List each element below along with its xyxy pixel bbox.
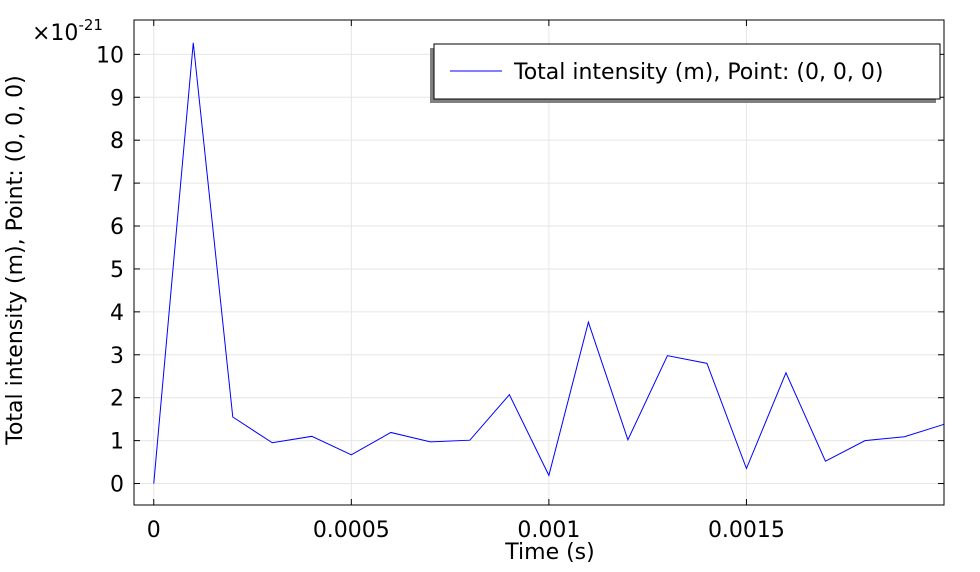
y-tick-label: 1 (110, 430, 124, 455)
x-axis-title: Time (s) (504, 540, 594, 565)
data-point (548, 475, 549, 476)
data-point (825, 461, 826, 462)
y-tick-label: 8 (110, 129, 124, 154)
data-point (746, 468, 747, 469)
x-tick-label: 0.001 (517, 518, 580, 543)
data-point (430, 441, 431, 442)
data-point (272, 442, 273, 443)
y-tick-label: 2 (110, 387, 124, 412)
y-axis-title: Total intensity (m), Point: (0, 0, 0) (3, 75, 28, 446)
data-point (153, 483, 154, 484)
y-multiplier: ×10-21 (32, 16, 103, 46)
axis-ticks: 0 0.0005 0.001 0.0015 0 1 2 3 4 5 6 7 8 9 10 (96, 20, 944, 543)
data-layer (153, 42, 945, 484)
y-tick-label: 4 (110, 301, 124, 326)
data-point (509, 394, 510, 395)
legend-box (433, 43, 941, 100)
x-tick-label: 0.0005 (313, 518, 390, 543)
data-point (469, 440, 470, 441)
y-tick-label: 7 (110, 172, 124, 197)
y-multiplier-exponent: -21 (78, 16, 103, 34)
x-tick-label: 0.0015 (708, 518, 785, 543)
legend: Total intensity (m), Point: (0, 0, 0) (430, 43, 941, 103)
y-tick-label: 6 (110, 215, 124, 240)
series-line (153, 42, 945, 484)
data-point (785, 372, 786, 373)
data-point (351, 454, 352, 455)
data-point (706, 363, 707, 364)
y-multiplier-base: ×10 (32, 21, 78, 46)
y-tick-label: 3 (110, 344, 124, 369)
data-point (232, 416, 233, 417)
data-point (904, 436, 905, 437)
y-tick-label: 10 (96, 43, 124, 68)
data-point (627, 439, 628, 440)
data-point (667, 355, 668, 356)
x-tick-label: 0 (147, 518, 161, 543)
y-tick-label: 5 (110, 258, 124, 283)
data-point (311, 436, 312, 437)
data-point (193, 42, 194, 43)
data-point (864, 440, 865, 441)
legend-label: Total intensity (m), Point: (0, 0, 0) (513, 60, 884, 85)
data-point (390, 432, 391, 433)
y-tick-label: 0 (110, 473, 124, 498)
y-tick-label: 9 (110, 86, 124, 111)
data-point (588, 322, 589, 323)
plot-frame (133, 19, 945, 506)
